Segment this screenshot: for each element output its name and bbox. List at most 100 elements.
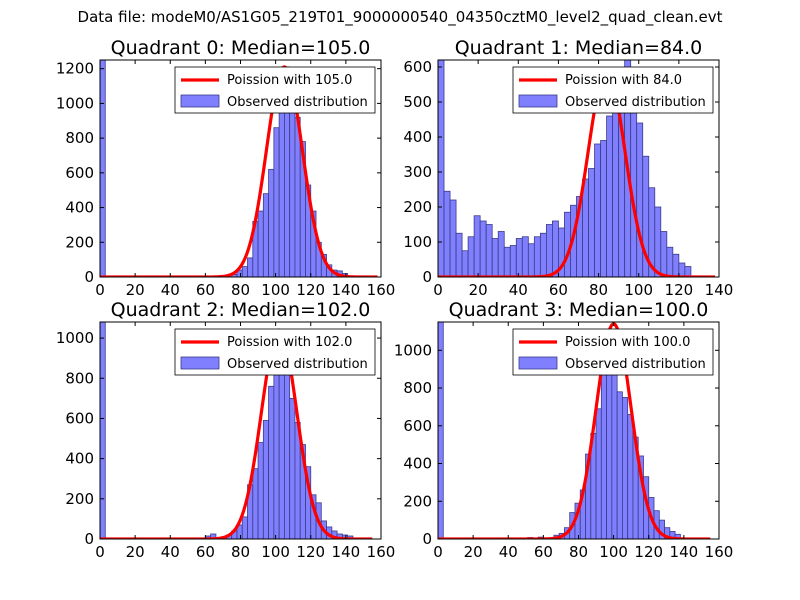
chart-quadrant-3: 0 20 40 60 80 100 120 140 160 0 200 400 600 800 1000 Qu…: [394, 299, 734, 561]
histogram-bar: [627, 414, 634, 539]
histogram-bar: [588, 168, 595, 277]
histogram-bar: [257, 210, 264, 277]
y-tick-label: 0: [84, 530, 94, 548]
legend-bar-label: Observed distribution: [565, 95, 706, 110]
histogram-bar: [684, 266, 692, 277]
histogram-bar: [289, 397, 296, 539]
chart-title: Quadrant 0: Median=105.0: [111, 37, 371, 59]
x-tick-label: 140: [705, 281, 734, 299]
histogram-bar: [666, 246, 674, 277]
x-tick-label: 20: [464, 543, 483, 561]
x-tick-label: 80: [569, 543, 588, 561]
y-tick-label: 800: [65, 129, 94, 147]
legend-bar-label: Observed distribution: [227, 357, 368, 372]
histogram-bar: [485, 224, 493, 277]
histogram-bar: [443, 190, 451, 277]
histogram-bar: [294, 116, 301, 277]
legend-curve-label: Poission with 102.0: [227, 335, 352, 350]
legend-bar-swatch: [518, 94, 558, 108]
x-tick-label: 40: [161, 281, 180, 299]
y-tick-label: 0: [422, 268, 432, 286]
histogram-bar: [273, 127, 280, 277]
y-tick-label: 800: [65, 369, 94, 387]
x-tick-label: 20: [126, 543, 145, 561]
y-tick-label: 400: [403, 455, 432, 473]
histogram-bar: [100, 322, 106, 539]
histogram-bar: [278, 351, 285, 539]
figure-suptitle: Data file: modeM0/AS1G05_219T01_90000005…: [77, 8, 723, 26]
histogram-bar: [515, 238, 523, 277]
legend-bar-swatch: [180, 94, 220, 108]
histogram-bar: [672, 253, 680, 277]
histogram-bar: [473, 215, 481, 277]
histogram-bar: [268, 385, 275, 539]
histogram-bar: [533, 236, 541, 277]
histogram-bar: [612, 87, 620, 277]
y-tick-label: 600: [65, 409, 94, 427]
poisson-curve: [438, 68, 716, 277]
histogram-bar: [600, 372, 607, 539]
y-tick-label: 1000: [394, 341, 432, 359]
y-tick-label: 400: [403, 128, 432, 146]
histogram-bar: [210, 533, 217, 539]
x-tick-label: 40: [499, 543, 518, 561]
x-tick-label: 140: [332, 543, 361, 561]
x-tick-label: 40: [509, 281, 528, 299]
histogram-bar: [257, 442, 264, 539]
histogram-bar: [438, 60, 445, 277]
x-tick-label: 20: [469, 281, 488, 299]
y-tick-label: 200: [403, 492, 432, 510]
histogram-bar: [268, 168, 275, 277]
x-tick-label: 120: [296, 543, 325, 561]
legend-bar-label: Observed distribution: [227, 95, 368, 110]
y-tick-label: 200: [403, 198, 432, 216]
histogram-bar: [552, 220, 559, 277]
x-tick-label: 0: [95, 281, 105, 299]
poisson-curve: [100, 328, 373, 539]
histogram-bar: [247, 257, 254, 277]
histogram-bar: [622, 397, 629, 539]
histogram-bar: [582, 178, 589, 277]
x-tick-label: 0: [433, 543, 443, 561]
histogram-bar: [241, 266, 248, 277]
y-tick-label: 400: [65, 199, 94, 217]
histogram-bar: [678, 262, 686, 277]
y-tick-label: 600: [403, 417, 432, 435]
y-tick-label: 1000: [56, 94, 94, 112]
histogram-bar: [491, 238, 499, 277]
x-tick-label: 60: [534, 543, 553, 561]
histogram-bar: [262, 193, 269, 277]
chart-title: Quadrant 2: Median=102.0: [111, 299, 371, 321]
x-tick-label: 100: [261, 543, 290, 561]
chart-quadrant-0: 0 20 40 60 80 100 120 140 160 0 200 400 600 800 1000 12…: [56, 37, 396, 299]
y-tick-label: 200: [65, 490, 94, 508]
x-tick-label: 120: [296, 281, 325, 299]
chart-quadrant-1: 0 20 40 60 80 100 120 140 0 100 200 300 400 500 600 Qua…: [403, 37, 733, 299]
histogram-bar: [449, 199, 457, 277]
histogram-bar: [611, 349, 618, 539]
y-tick-label: 600: [403, 58, 432, 76]
histogram-bar: [527, 243, 535, 277]
x-tick-label: 160: [367, 543, 396, 561]
histogram-bar: [262, 420, 269, 539]
x-tick-label: 40: [161, 543, 180, 561]
histogram-bar: [503, 246, 511, 277]
y-tick-label: 1000: [56, 329, 94, 347]
x-tick-label: 60: [196, 281, 215, 299]
histogram-bar: [594, 143, 601, 277]
histogram-bar: [455, 232, 463, 277]
y-tick-label: 400: [65, 450, 94, 468]
chart-title: Quadrant 1: Median=84.0: [455, 37, 703, 59]
x-tick-label: 100: [261, 281, 290, 299]
histogram-bar: [284, 367, 291, 539]
histogram-bars: [100, 60, 349, 277]
legend-bar-label: Observed distribution: [565, 357, 706, 372]
x-tick-label: 80: [231, 543, 250, 561]
y-tick-label: 800: [403, 379, 432, 397]
histogram-bar: [438, 322, 444, 539]
x-tick-label: 100: [599, 543, 628, 561]
histogram-bar: [461, 250, 469, 277]
histogram-bar: [545, 224, 553, 277]
x-tick-label: 160: [705, 543, 734, 561]
histogram-bar: [241, 516, 248, 539]
